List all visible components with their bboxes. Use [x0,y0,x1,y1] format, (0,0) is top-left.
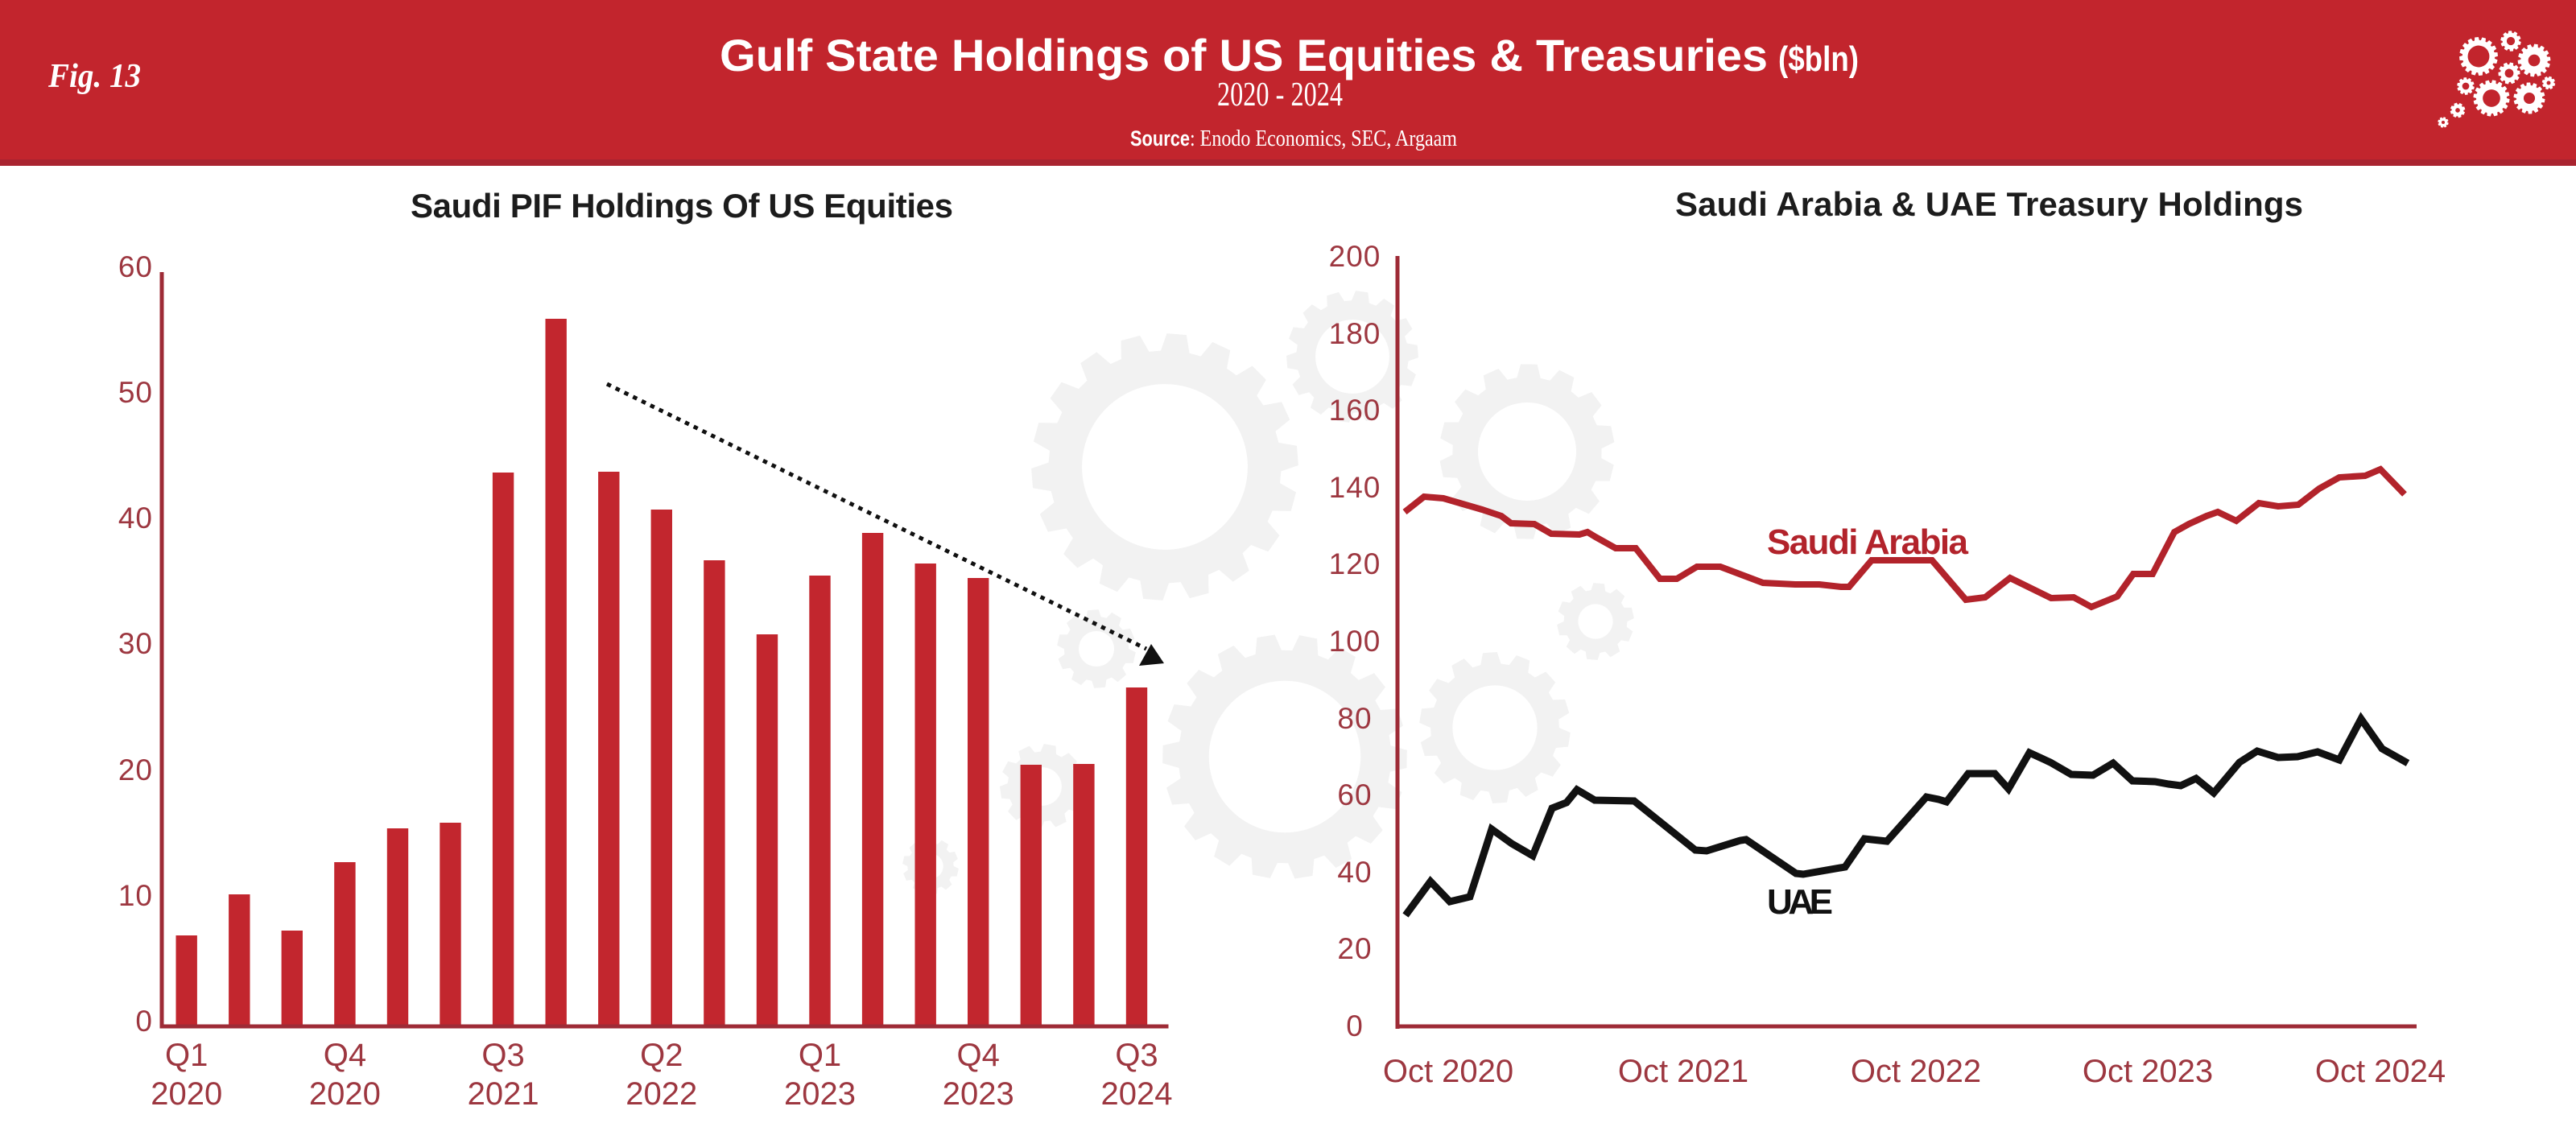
svg-text:Q4: Q4 [957,1038,1000,1073]
svg-text:120: 120 [1329,547,1381,580]
svg-text:2024: 2024 [1101,1076,1173,1112]
svg-text:80: 80 [1337,702,1372,735]
svg-text:160: 160 [1329,394,1381,427]
svg-text:Gulf State Holdings of US Equi: Gulf State Holdings of US Equities & Tre… [720,30,1859,80]
svg-text:Saudi PIF Holdings Of US Equit: Saudi PIF Holdings Of US Equities [411,187,953,225]
svg-text:180: 180 [1329,317,1381,350]
svg-text:Source: Enodo Economics, SEC,: Source: Enodo Economics, SEC, Argaam [1130,126,1457,151]
svg-text:30: 30 [118,627,153,660]
svg-text:Oct 2021: Oct 2021 [1618,1054,1748,1089]
svg-text:60: 60 [118,250,153,283]
svg-text:20: 20 [1337,932,1372,965]
svg-text:40: 40 [1337,856,1372,889]
svg-text:40: 40 [118,502,153,535]
svg-text:140: 140 [1329,471,1381,504]
svg-text:200: 200 [1329,240,1381,273]
svg-text:Q3: Q3 [1115,1038,1158,1073]
svg-text:Q2: Q2 [640,1038,683,1073]
svg-text:0: 0 [135,1005,153,1038]
svg-text:Oct 2020: Oct 2020 [1383,1054,1513,1089]
svg-text:Fig. 13: Fig. 13 [47,58,141,95]
svg-text:2021: 2021 [468,1076,539,1112]
svg-text:2020 - 2024: 2020 - 2024 [1217,76,1343,114]
svg-text:Oct 2024: Oct 2024 [2315,1054,2446,1089]
svg-text:0: 0 [1346,1009,1364,1042]
svg-text:2023: 2023 [943,1076,1014,1112]
svg-text:Q1: Q1 [165,1038,208,1073]
svg-text:Oct 2023: Oct 2023 [2083,1054,2213,1089]
svg-text:10: 10 [118,879,153,912]
svg-text:Saudi Arabia: Saudi Arabia [1767,522,1969,562]
svg-text:Q4: Q4 [324,1038,366,1073]
svg-text:UAE: UAE [1767,882,1833,922]
svg-text:Q3: Q3 [481,1038,524,1073]
svg-text:100: 100 [1329,625,1381,658]
svg-text:Oct 2022: Oct 2022 [1851,1054,1981,1089]
svg-text:2023: 2023 [784,1076,856,1112]
svg-text:Q1: Q1 [799,1038,841,1073]
svg-text:60: 60 [1337,778,1372,811]
svg-text:50: 50 [118,376,153,409]
svg-text:2022: 2022 [625,1076,697,1112]
svg-text:Saudi Arabia & UAE Treasury Ho: Saudi Arabia & UAE Treasury Holdings [1675,185,2303,223]
svg-text:20: 20 [118,753,153,786]
svg-text:2020: 2020 [151,1076,222,1112]
svg-text:2020: 2020 [309,1076,381,1112]
